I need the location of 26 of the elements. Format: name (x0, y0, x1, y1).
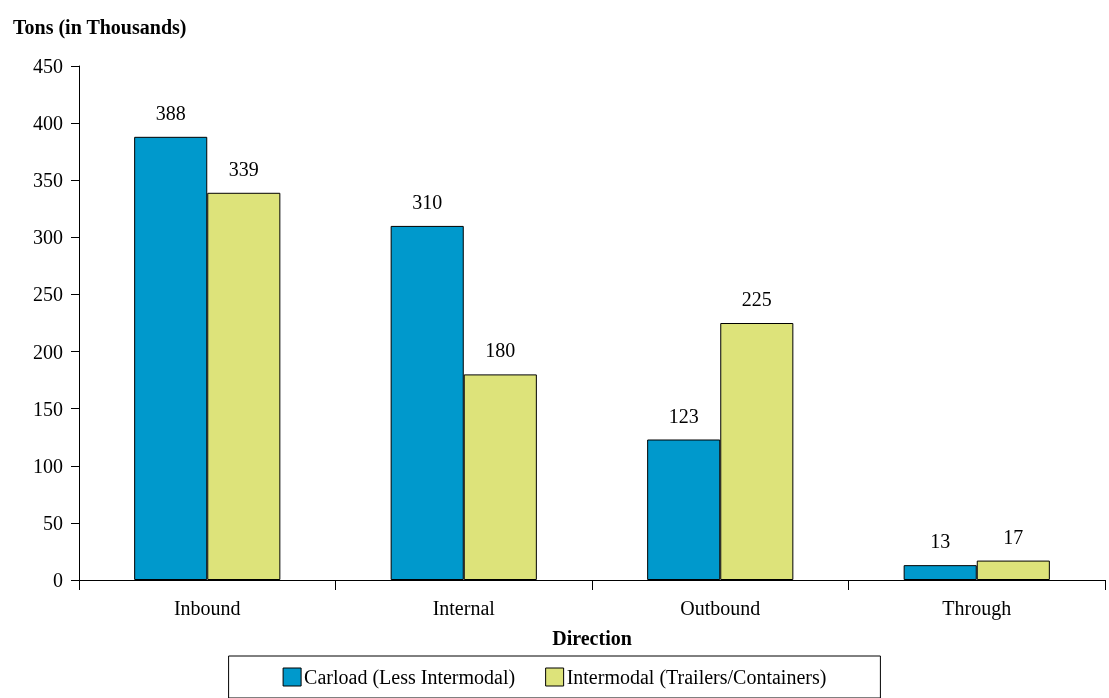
data-label: 310 (412, 190, 443, 213)
y-tick-label: 350 (33, 169, 63, 192)
data-label: 388 (155, 101, 186, 124)
data-label: 180 (485, 339, 516, 362)
y-tick-label: 400 (33, 112, 63, 135)
x-tick-label: Inbound (173, 597, 241, 619)
y-axis-title: Tons (in Thousands) (13, 16, 187, 39)
y-tick-label: 450 (33, 55, 63, 77)
x-tick-label: Outbound (680, 597, 761, 619)
data-label: 339 (228, 157, 259, 180)
y-tick-label: 100 (33, 454, 63, 477)
y-tick-label: 300 (33, 226, 63, 249)
legend-label: Carload (Less Intermodal) (304, 666, 516, 689)
data-label: 123 (668, 404, 699, 427)
x-tick-label: Internal (432, 597, 496, 619)
x-tick-label: Through (942, 597, 1012, 620)
y-tick-label: 200 (33, 340, 63, 363)
x-axis-title: Direction (552, 627, 632, 649)
data-label: 17 (1003, 525, 1024, 548)
data-label: 225 (741, 288, 772, 310)
y-tick-label: 50 (43, 511, 63, 534)
legend-label: Intermodal (Trailers/Containers) (566, 666, 827, 689)
y-tick-label: 0 (53, 569, 63, 591)
y-tick-label: 150 (33, 397, 63, 420)
data-label: 13 (930, 530, 951, 553)
y-tick-label: 250 (33, 283, 63, 306)
